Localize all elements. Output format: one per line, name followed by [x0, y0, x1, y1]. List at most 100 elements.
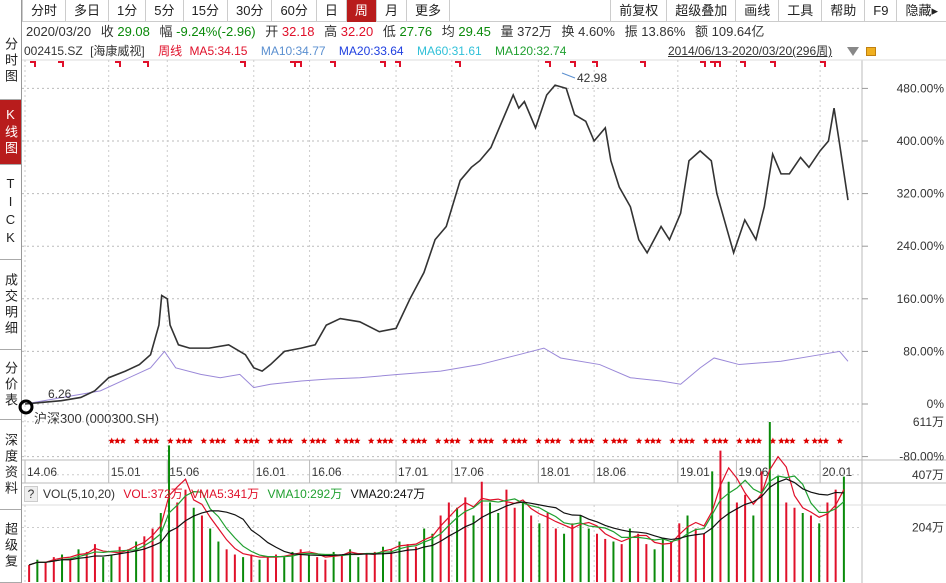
period-tab[interactable]: 日: [317, 0, 347, 22]
period-label: 周线: [158, 44, 183, 58]
change-value: -9.24%(-2.96): [176, 24, 256, 39]
period-tab[interactable]: 更多: [407, 0, 450, 22]
event-star-icon: [543, 437, 551, 444]
index-line: [24, 347, 849, 405]
event-flag-icon: [820, 61, 826, 67]
x-tick-label: 16.06: [312, 465, 342, 479]
event-star-icon: [769, 437, 777, 444]
event-star-icon: [448, 437, 456, 444]
event-star-icon: [300, 437, 308, 444]
high-value: 32.20: [340, 24, 374, 39]
event-star-icon: [588, 437, 595, 444]
tool-button[interactable]: 超级叠加: [666, 0, 735, 22]
event-star-icon: [367, 437, 375, 444]
period-tab[interactable]: 30分: [228, 0, 273, 22]
vma20-line: [28, 478, 844, 566]
vol-value: VOL:372万: [123, 487, 183, 501]
vma5-value: VMA5:341万: [191, 487, 260, 501]
event-star-icon: [755, 437, 763, 444]
event-flag-icon: [330, 61, 336, 67]
y-tick-label: 480.00%: [897, 81, 945, 95]
stock-line: [24, 84, 849, 405]
event-star-icon: [783, 437, 791, 444]
dropdown-triangle-icon[interactable]: [847, 47, 859, 56]
tool-button[interactable]: F9: [864, 0, 896, 22]
sidebar-tab-label: 成交明细: [3, 272, 18, 337]
event-flag-icon: [115, 61, 121, 67]
event-star-icon: [476, 437, 484, 444]
period-tab[interactable]: 分时: [22, 0, 67, 22]
event-star-icon: [108, 437, 115, 444]
low-value: 27.76: [399, 24, 433, 39]
event-flag-icon: [455, 61, 461, 67]
index-name-label: 沪深300 (000300.SH): [34, 411, 159, 426]
event-star-icon: [387, 437, 394, 444]
event-star-icon: [683, 437, 690, 444]
vma10-line: [28, 475, 845, 566]
event-flag-icon: [592, 61, 598, 67]
tool-button[interactable]: 工具: [778, 0, 821, 22]
y-tick-label: 160.00%: [897, 292, 945, 306]
event-star-icon: [376, 437, 383, 444]
x-tick-label: 18.06: [596, 465, 626, 479]
event-star-icon: [582, 437, 590, 444]
event-flag-icon: [715, 61, 721, 67]
sidebar-tab[interactable]: 深度资料: [0, 420, 21, 510]
period-tab[interactable]: 月: [377, 0, 407, 22]
sidebar-tab[interactable]: TICK: [0, 165, 21, 260]
min-price-label: 6.26: [48, 387, 72, 401]
y-tick-label: 0%: [927, 397, 945, 411]
volume-tick-label: 611万: [913, 415, 944, 429]
ma5-value: MA5:34.15: [189, 44, 248, 58]
event-star-icon: [649, 437, 657, 444]
event-star-icon: [242, 437, 249, 444]
x-tick-label: 18.01: [540, 465, 570, 479]
x-tick-label: 16.01: [256, 465, 286, 479]
turnover-label: 换: [561, 24, 575, 39]
sidebar-tab[interactable]: 分时图: [0, 22, 21, 100]
x-tick-label: 15.01: [111, 465, 141, 479]
tool-button[interactable]: 帮助: [821, 0, 864, 22]
event-star-icon: [147, 437, 155, 444]
period-tab[interactable]: 多日: [66, 0, 110, 22]
event-star-icon: [811, 437, 819, 444]
event-star-icon: [822, 437, 830, 444]
event-star-icon: [220, 437, 227, 444]
ma60-value: MA60:31.61: [416, 44, 482, 58]
event-star-icon: [610, 437, 618, 444]
event-flag-icon: [640, 61, 646, 67]
amount-value: 109.64亿: [711, 24, 765, 39]
event-star-icon: [443, 437, 450, 444]
event-star-icon: [113, 437, 121, 444]
event-star-icon: [434, 437, 442, 444]
lock-icon[interactable]: [866, 47, 876, 56]
event-star-icon: [535, 437, 542, 444]
x-tick-label: 20.01: [822, 465, 852, 479]
tool-button[interactable]: 前复权: [610, 0, 666, 22]
low-label: 低: [382, 24, 396, 39]
sidebar-tab[interactable]: K线图: [0, 100, 21, 165]
period-tab[interactable]: 1分: [109, 0, 147, 22]
tool-button[interactable]: 画线: [735, 0, 778, 22]
sidebar-tab[interactable]: 成交明细: [0, 260, 21, 350]
period-tab[interactable]: 15分: [184, 0, 228, 22]
sidebar-tab-label: 分时图: [3, 36, 18, 85]
period-tab[interactable]: 5分: [146, 0, 184, 22]
event-flag-icon: [395, 61, 401, 67]
volume-tick-label: 204万: [912, 521, 944, 535]
tool-button[interactable]: 隐藏▸: [896, 0, 946, 22]
date-range-selector[interactable]: 2014/06/13-2020/03/20(296周): [668, 44, 833, 58]
amplitude-value: 13.86%: [641, 24, 686, 39]
period-tab[interactable]: 周: [346, 0, 377, 22]
event-star-icon: [487, 437, 495, 444]
period-tab[interactable]: 60分: [272, 0, 317, 22]
event-star-icon: [409, 437, 417, 444]
event-star-icon: [644, 437, 651, 444]
sidebar-tab[interactable]: 分价表: [0, 350, 21, 420]
event-star-icon: [415, 437, 422, 444]
event-star-icon: [515, 437, 523, 444]
volume-legend: ? VOL(5,10,20) VOL:372万 VMA5:341万 VMA10:2…: [24, 484, 430, 504]
help-question-button[interactable]: ?: [24, 486, 38, 502]
event-star-icon: [669, 437, 676, 444]
